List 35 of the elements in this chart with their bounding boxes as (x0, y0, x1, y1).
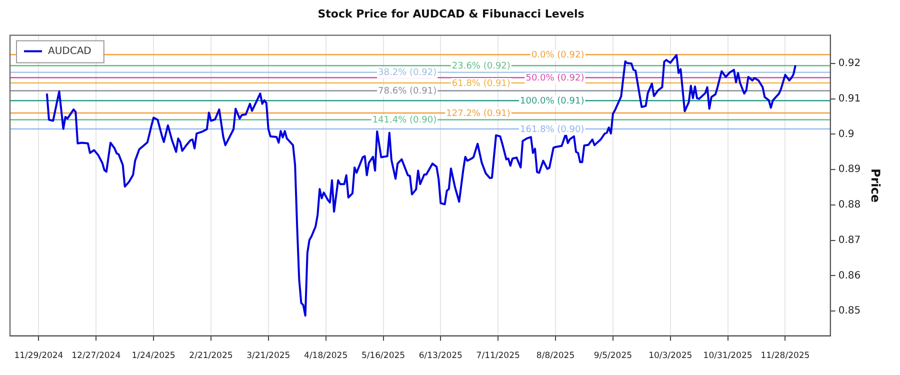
ref-line-label: 100.0% (0.91) (520, 96, 584, 106)
ref-line-label: 61.8% (0.91) (452, 78, 510, 89)
x-tick-label: 11/28/2025 (760, 351, 810, 362)
ref-line-label: 141.4% (0.90) (372, 116, 437, 126)
y-tick-label: 0.89 (838, 164, 861, 176)
ref-line-label: 161.8% (0.90) (520, 124, 584, 135)
legend-label: AUDCAD (48, 46, 92, 57)
x-tick-label: 2/21/2025 (189, 351, 233, 362)
x-tick-label: 6/13/2025 (418, 351, 462, 362)
y-axis-title: Price (868, 168, 883, 203)
ref-line-label: 78.6% (0.91) (378, 86, 437, 97)
x-tick-label: 7/11/2025 (476, 351, 520, 362)
chart-title: Stock Price for AUDCAD & Fibunacci Levels (318, 7, 585, 20)
x-tick-label: 5/16/2025 (361, 351, 406, 362)
ref-line-label: 23.6% (0.92) (452, 61, 510, 72)
ref-line-label: 38.2% (0.92) (378, 68, 437, 78)
x-tick-label: 3/21/2025 (246, 351, 290, 362)
x-tick-label: 10/3/2025 (648, 351, 692, 362)
x-tick-label: 8/8/2025 (536, 351, 575, 362)
ref-line-label: 50.0% (0.92) (526, 73, 584, 84)
ref-line-label: 0.0% (0.92) (531, 50, 584, 60)
y-tick-label: 0.9 (838, 128, 854, 140)
y-tick-label: 0.88 (838, 200, 861, 211)
y-tick-label: 0.87 (838, 234, 861, 246)
y-tick-label: 0.85 (838, 306, 861, 317)
x-tick-label: 9/5/2025 (594, 351, 632, 362)
x-tick-label: 12/27/2024 (72, 351, 121, 362)
y-tick-label: 0.92 (838, 58, 861, 70)
y-tick-label: 0.91 (838, 93, 861, 104)
x-tick-label: 1/24/2025 (132, 351, 176, 362)
x-tick-label: 10/31/2025 (703, 351, 752, 362)
y-tick-label: 0.86 (838, 270, 861, 282)
ref-line-label: 127.2% (0.91) (446, 108, 510, 119)
x-tick-label: 11/29/2024 (14, 351, 64, 362)
x-tick-label: 4/18/2025 (304, 351, 348, 362)
